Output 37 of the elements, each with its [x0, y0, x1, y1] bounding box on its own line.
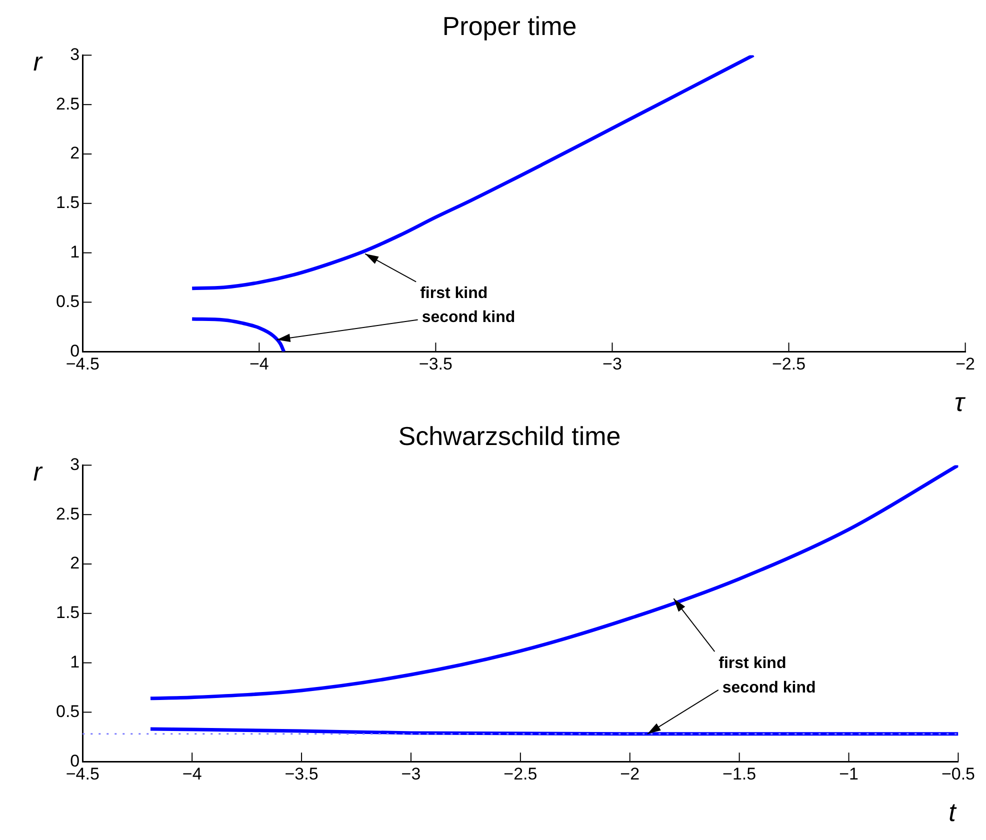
- x-tick-label: −1.5: [722, 764, 756, 784]
- y-axis-title: r: [33, 456, 44, 486]
- x-tick-label: −3.5: [284, 764, 318, 784]
- x-axis-title: t: [948, 796, 958, 827]
- x-tick-label: −2: [620, 764, 640, 784]
- y-tick-label: 2: [70, 144, 80, 163]
- annotation: second kind: [422, 309, 516, 326]
- line-series: [148, 465, 958, 700]
- annotation: second kind: [722, 679, 816, 696]
- x-tick-label: −2.5: [772, 354, 806, 374]
- x-tick-label: −2: [956, 354, 976, 374]
- line-series: [190, 317, 286, 352]
- x-tick-label: −4: [249, 354, 269, 374]
- y-tick-label: 2.5: [56, 94, 80, 114]
- y-tick-label: 1: [70, 652, 80, 672]
- x-tick-label: −3.5: [418, 354, 452, 374]
- y-tick-label: 2.5: [56, 504, 80, 524]
- chart-title: Schwarzschild time: [398, 420, 621, 451]
- x-tick-label: −0.5: [941, 764, 975, 784]
- y-tick-label: 3: [70, 44, 80, 64]
- x-tick-label: −3: [401, 764, 421, 784]
- y-tick-label: 3: [70, 454, 80, 474]
- x-tick-label: −1: [839, 764, 858, 784]
- chart-title: Proper time: [442, 10, 577, 41]
- annotation: first kind: [718, 654, 786, 672]
- y-tick-label: 0.5: [56, 702, 80, 721]
- y-axis-title: r: [33, 46, 44, 76]
- y-tick-label: 2: [70, 554, 80, 573]
- y-tick-label: 0.5: [56, 292, 80, 311]
- y-tick-label: 1.5: [56, 193, 80, 212]
- y-tick-label: 1.5: [56, 603, 80, 622]
- x-axis-title: τ: [954, 386, 966, 417]
- x-tick-label: −2.5: [504, 764, 538, 784]
- y-tick-label: 1: [70, 242, 80, 262]
- x-tick-label: −4: [182, 764, 202, 784]
- x-tick-label: −3: [602, 354, 622, 374]
- annotation: first kind: [420, 285, 488, 302]
